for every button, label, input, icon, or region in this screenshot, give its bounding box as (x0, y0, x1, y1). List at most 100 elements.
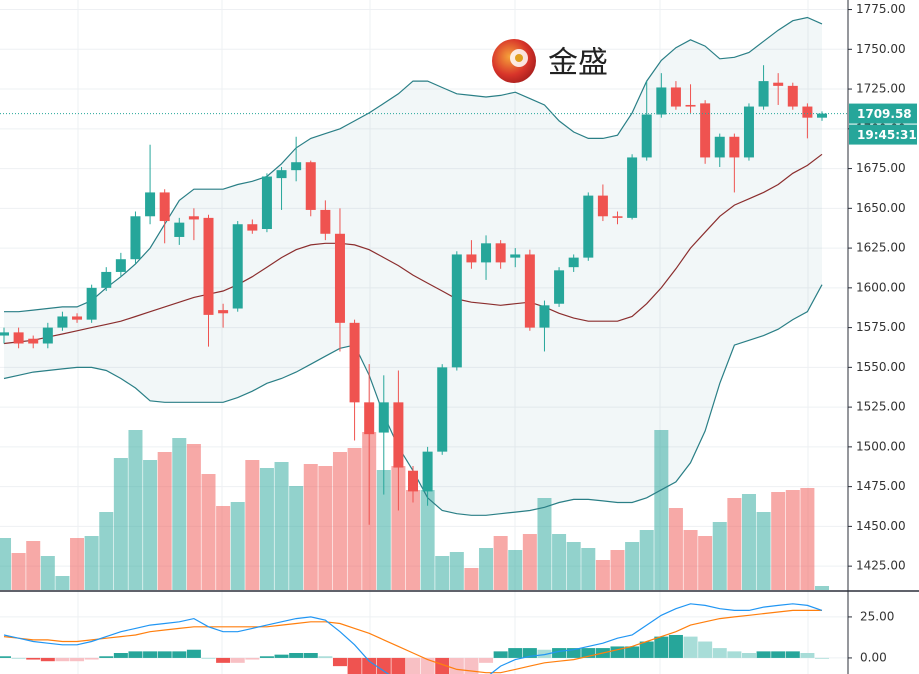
volume-bar (566, 542, 581, 590)
candle-body (481, 243, 492, 263)
macd-histogram (800, 653, 815, 658)
y-tick-label: 1600.00 (856, 280, 906, 294)
candle-body (700, 103, 711, 158)
candle-body (583, 195, 594, 258)
candle-body (685, 104, 696, 107)
macd-panel (0, 603, 830, 674)
macd-histogram (113, 653, 128, 658)
volume-bar (172, 438, 187, 590)
macd-histogram (654, 636, 669, 658)
volume-bar (493, 536, 508, 590)
volume-bar (11, 553, 26, 590)
macd-histogram (259, 656, 274, 658)
volume-bar (639, 530, 654, 590)
macd-histogram (230, 657, 245, 663)
candle-body (773, 82, 784, 86)
logo-mark (515, 54, 523, 62)
volume-bar (741, 494, 756, 590)
logo: 金盛 (492, 39, 608, 83)
volume-bar (756, 512, 771, 590)
axis: 1775.001750.001725.001700.001675.001650.… (848, 2, 917, 664)
candle-body (437, 367, 448, 452)
volume-bar (289, 486, 304, 590)
volume-bar (464, 568, 479, 590)
volume-bar (245, 460, 260, 590)
candle-body (305, 162, 316, 210)
volume-bar (800, 488, 815, 590)
volume-bar (0, 538, 12, 590)
candle-body (817, 113, 827, 118)
y-tick-label: 1425.00 (856, 559, 906, 573)
time-box (849, 124, 917, 145)
candle-body (743, 106, 754, 158)
volume-bar (113, 458, 128, 590)
macd-histogram (303, 653, 318, 658)
candle-body (159, 192, 170, 222)
macd-histogram (201, 657, 216, 659)
candle-body (232, 224, 243, 309)
macd-histogram (727, 651, 742, 658)
volume-bar (216, 506, 231, 590)
macd-histogram (435, 657, 450, 674)
macd-histogram (347, 657, 362, 674)
candle-body (510, 254, 521, 258)
y-tick-label: 1500.00 (856, 439, 906, 453)
candle-body (145, 192, 156, 217)
macd-histogram (55, 657, 70, 662)
macd-histogram (522, 648, 537, 658)
volume-bar (332, 452, 347, 590)
volume-bar (449, 552, 464, 590)
volume-bar (625, 542, 640, 590)
volume-bar (420, 490, 435, 590)
candle-body (101, 271, 112, 288)
macd-histogram (420, 657, 435, 674)
candle-body (524, 254, 535, 328)
candle-body (174, 222, 185, 237)
macd-histogram (0, 656, 12, 658)
candle-body (670, 87, 681, 107)
candle-body (729, 136, 740, 158)
volume-bar (274, 462, 289, 590)
candle-body (276, 170, 287, 179)
macd-histogram (157, 651, 172, 658)
candle-body (802, 106, 813, 118)
volume-bar (376, 470, 391, 590)
logo-text: 金盛 (548, 46, 608, 81)
macd-histogram (274, 654, 289, 658)
candle-body (787, 85, 798, 107)
macd-histogram (332, 657, 347, 667)
volume-bar (230, 502, 245, 590)
candle-body (261, 176, 272, 230)
macd-histogram (406, 657, 421, 674)
macd-histogram (464, 657, 479, 674)
candle-body (758, 81, 769, 107)
volume-bar (84, 536, 99, 590)
y-tick-label: 1575.00 (856, 320, 906, 334)
candle-body (612, 216, 623, 218)
volume-bar (40, 556, 55, 590)
time-label: 19:45:31 (857, 128, 917, 142)
macd-histogram (26, 657, 41, 660)
plot (0, 16, 848, 674)
volume-bar (318, 466, 333, 590)
macd-histogram (376, 657, 391, 674)
candle-body (13, 332, 24, 344)
macd-histogram (479, 657, 494, 663)
candle-body (539, 305, 550, 328)
y-tick-label: 1450.00 (856, 519, 906, 533)
volume-bar (552, 534, 567, 590)
volume-bar (99, 512, 114, 590)
volume-bar (668, 508, 683, 590)
macd-histogram (84, 657, 99, 660)
macd-histogram (815, 657, 830, 659)
volume-bar (683, 530, 698, 590)
candle-body (86, 287, 97, 320)
candle-body (714, 136, 725, 158)
volume-bar (186, 444, 201, 590)
macd-histogram (289, 653, 304, 658)
macd-histogram (581, 648, 596, 658)
volume-bar (391, 466, 406, 590)
volume-bar (595, 560, 610, 590)
candle-body (72, 316, 83, 320)
